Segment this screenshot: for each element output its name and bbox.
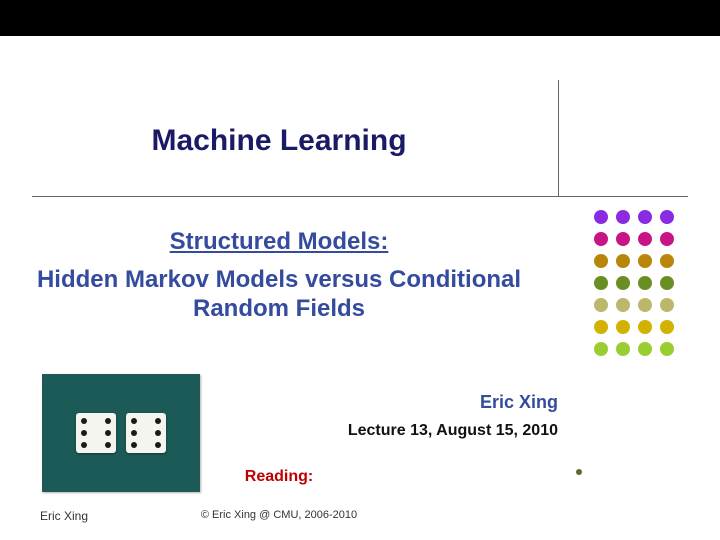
decorative-dot bbox=[594, 276, 608, 290]
decorative-dot bbox=[638, 210, 652, 224]
die-pip bbox=[105, 430, 111, 436]
decorative-dot bbox=[660, 210, 674, 224]
decorative-dot bbox=[594, 210, 608, 224]
decorative-dot bbox=[616, 254, 630, 268]
decorative-dot bbox=[594, 254, 608, 268]
decorative-dot bbox=[638, 320, 652, 334]
die-pip bbox=[131, 442, 137, 448]
lecture-info: Lecture 13, August 15, 2010 bbox=[348, 422, 558, 440]
decorative-dot bbox=[660, 276, 674, 290]
die-right bbox=[126, 413, 166, 453]
die-pip bbox=[105, 418, 111, 424]
die-pip bbox=[81, 418, 87, 424]
decorative-dot bbox=[638, 342, 652, 356]
decorative-dot bbox=[616, 320, 630, 334]
dot-grid bbox=[594, 210, 678, 360]
decorative-dot bbox=[638, 276, 652, 290]
decorative-dot bbox=[616, 298, 630, 312]
die-pip bbox=[105, 442, 111, 448]
decorative-dot bbox=[616, 342, 630, 356]
die-pip bbox=[131, 430, 137, 436]
decorative-dot bbox=[660, 232, 674, 246]
decorative-dot bbox=[616, 276, 630, 290]
decorative-dot bbox=[660, 342, 674, 356]
vertical-divider bbox=[558, 80, 559, 196]
decorative-dot bbox=[594, 298, 608, 312]
footer-copyright: © Eric Xing @ CMU, 2006-2010 bbox=[0, 509, 558, 521]
die-pip bbox=[155, 418, 161, 424]
subtitle-line-2: Hidden Markov Models versus Conditional … bbox=[0, 266, 558, 324]
horizontal-divider bbox=[32, 196, 688, 197]
slide-container: Machine Learning Structured Models: Hidd… bbox=[0, 36, 720, 540]
decorative-dot bbox=[660, 298, 674, 312]
bullet-dot bbox=[576, 469, 582, 475]
decorative-dot bbox=[660, 254, 674, 268]
die-pip bbox=[131, 418, 137, 424]
decorative-dot bbox=[660, 320, 674, 334]
decorative-dot bbox=[638, 254, 652, 268]
die-left bbox=[76, 413, 116, 453]
dice-image bbox=[42, 374, 200, 492]
decorative-dot bbox=[594, 342, 608, 356]
decorative-dot bbox=[638, 232, 652, 246]
decorative-dot bbox=[594, 232, 608, 246]
decorative-dot bbox=[616, 232, 630, 246]
die-pip bbox=[81, 430, 87, 436]
decorative-dot bbox=[616, 210, 630, 224]
decorative-dot bbox=[594, 320, 608, 334]
die-pip bbox=[155, 430, 161, 436]
author-name: Eric Xing bbox=[480, 392, 558, 413]
subtitle-line-1: Structured Models: bbox=[0, 228, 558, 256]
die-pip bbox=[155, 442, 161, 448]
slide-title: Machine Learning bbox=[0, 124, 558, 158]
decorative-dot bbox=[638, 298, 652, 312]
die-pip bbox=[81, 442, 87, 448]
